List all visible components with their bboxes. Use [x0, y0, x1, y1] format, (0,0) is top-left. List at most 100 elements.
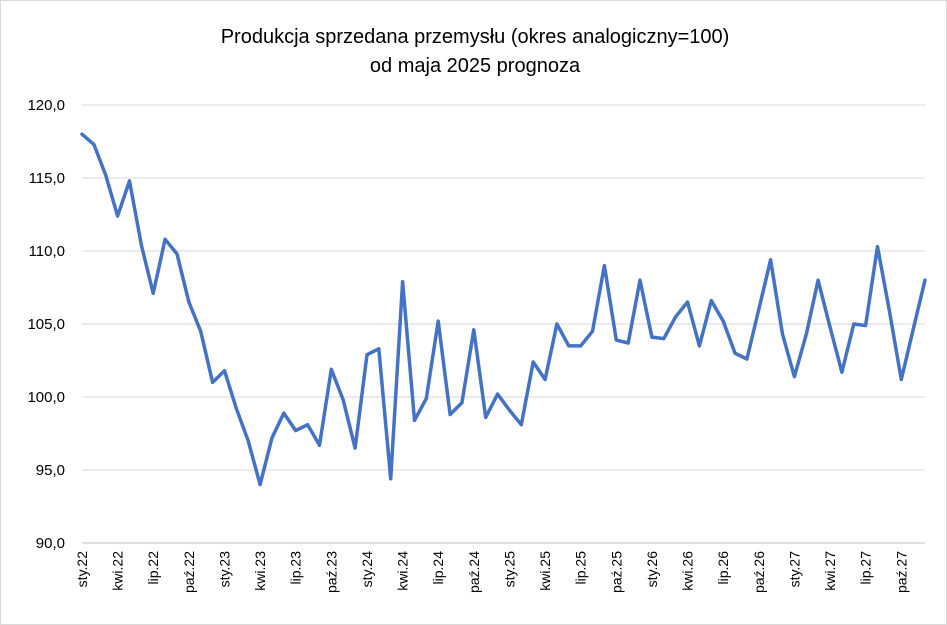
x-tick-label: kwi.22 [110, 551, 126, 591]
series-line [80, 132, 927, 487]
data-point [911, 328, 915, 332]
data-point [816, 278, 820, 282]
data-point [412, 418, 416, 422]
x-tick-label: paź.24 [466, 551, 482, 593]
x-tick-label: paź.22 [181, 551, 197, 593]
data-point [792, 375, 796, 379]
data-point [769, 258, 773, 262]
data-point [709, 299, 713, 303]
x-tick-label: paź.27 [893, 551, 909, 593]
data-point [151, 291, 155, 295]
data-point [234, 407, 238, 411]
data-point [721, 319, 725, 323]
data-point [80, 132, 84, 136]
x-tick-label: kwi.25 [537, 551, 553, 591]
data-point [424, 396, 428, 400]
data-point [484, 415, 488, 419]
x-tick-label: paź.23 [323, 551, 339, 593]
data-point [104, 173, 108, 177]
x-tick-label: sty.26 [644, 551, 660, 588]
data-point [282, 411, 286, 415]
data-point [781, 332, 785, 336]
chart-title-line2: od maja 2025 prognoza [370, 55, 581, 77]
y-tick-label: 95,0 [36, 462, 65, 479]
data-point [329, 367, 333, 371]
data-point [852, 322, 856, 326]
y-tick-label: 120,0 [27, 97, 65, 114]
x-tick-label: kwi.27 [822, 551, 838, 591]
data-point [638, 278, 642, 282]
data-point [341, 398, 345, 402]
data-point [828, 325, 832, 329]
x-tick-label: sty.22 [74, 551, 90, 588]
data-point [317, 443, 321, 447]
data-point [389, 477, 393, 481]
x-tick-label: kwi.26 [680, 551, 696, 591]
x-tick-label: sty.24 [359, 551, 375, 588]
x-tick-label: sty.25 [501, 551, 517, 588]
x-tick-label: lip.24 [430, 551, 446, 585]
x-tick-label: lip.26 [715, 551, 731, 585]
data-point [436, 319, 440, 323]
data-point [923, 278, 927, 282]
data-point [306, 423, 310, 427]
data-point [602, 264, 606, 268]
y-tick-label: 90,0 [36, 535, 65, 552]
chart-title-line1: Produkcja sprzedana przemysłu (okres ana… [221, 26, 730, 48]
data-point [650, 335, 654, 339]
data-point [626, 341, 630, 345]
x-tick-label: paź.26 [751, 551, 767, 593]
data-point [187, 300, 191, 304]
data-point [804, 332, 808, 336]
y-tick-label: 110,0 [29, 243, 65, 260]
x-tick-label: paź.25 [608, 551, 624, 593]
data-point [211, 380, 215, 384]
data-point [199, 329, 203, 333]
data-point [543, 377, 547, 381]
x-tick-label: sty.27 [786, 551, 802, 588]
gridlines [82, 104, 925, 544]
data-point [365, 353, 369, 357]
data-point [116, 214, 120, 218]
x-tick-label: lip.27 [858, 551, 874, 585]
data-point [519, 423, 523, 427]
data-point [139, 243, 143, 247]
data-point [567, 344, 571, 348]
x-tick-label: lip.22 [145, 551, 161, 585]
data-point [614, 338, 618, 342]
data-point [591, 329, 595, 333]
data-point [531, 360, 535, 364]
y-tick-label: 105,0 [27, 316, 65, 333]
x-tick-label: lip.25 [573, 551, 589, 585]
data-point [876, 245, 880, 249]
data-point [507, 408, 511, 412]
y-axis-ticks: 120,0 115,0 110,0 105,0 100,0 95,0 90,0 [27, 97, 65, 552]
x-tick-label: kwi.23 [252, 551, 268, 591]
data-point [270, 436, 274, 440]
data-point [757, 307, 761, 311]
data-point [840, 370, 844, 374]
data-point [899, 377, 903, 381]
data-point [353, 446, 357, 450]
y-tick-label: 115,0 [29, 170, 65, 187]
data-point [472, 328, 476, 332]
data-point [246, 439, 250, 443]
x-tick-label: lip.23 [288, 551, 304, 585]
data-point [662, 337, 666, 341]
data-point [686, 300, 690, 304]
data-point [294, 429, 298, 433]
data-point [697, 344, 701, 348]
data-point [555, 322, 559, 326]
data-point [448, 413, 452, 417]
data-point [674, 315, 678, 319]
x-tick-label: kwi.24 [395, 551, 411, 591]
data-point [887, 309, 891, 313]
data-point [733, 351, 737, 355]
data-point [92, 142, 96, 146]
x-tick-label: sty.23 [216, 551, 232, 588]
data-point [745, 357, 749, 361]
data-point [864, 323, 868, 327]
data-point [460, 401, 464, 405]
